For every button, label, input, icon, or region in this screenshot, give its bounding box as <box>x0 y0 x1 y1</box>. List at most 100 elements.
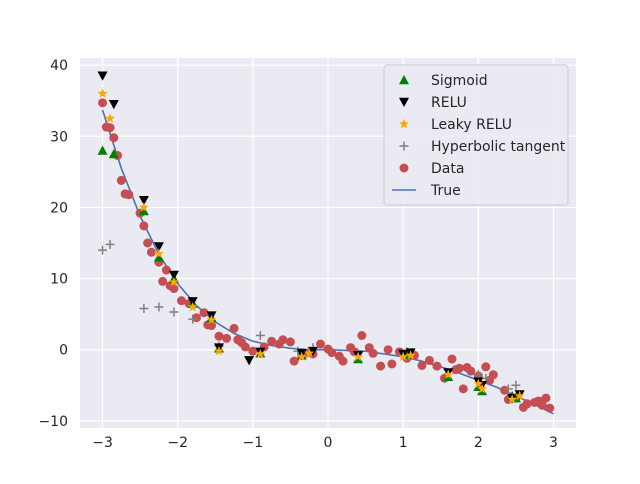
data-point <box>207 321 217 331</box>
data-point <box>500 385 510 395</box>
legend-label-relu: RELU <box>431 95 467 111</box>
data-point <box>315 339 325 349</box>
legend-label-true: True <box>430 183 461 199</box>
data-point <box>368 348 378 358</box>
leaky-relu-point <box>507 394 518 404</box>
leaky-relu-point <box>97 88 108 98</box>
legend: Sigmoid RELU Leaky RELU Hyperbolic tangent D… <box>383 64 569 206</box>
data-point <box>105 123 115 133</box>
relu-point <box>168 270 179 281</box>
leaky-relu-point <box>105 113 116 123</box>
data-point <box>417 360 427 370</box>
hyperbolic-tangent-point <box>255 331 265 340</box>
data-point <box>455 363 465 373</box>
data-point <box>240 342 250 352</box>
x-tick-label: 3 <box>549 435 558 451</box>
legend-box <box>383 64 569 206</box>
data-point <box>488 370 498 380</box>
data-point <box>522 399 532 409</box>
data-point <box>146 247 156 257</box>
legend-label-sigmoid: Sigmoid <box>431 73 488 89</box>
data-point <box>376 361 386 371</box>
hyperbolic-tangent-point <box>503 384 513 394</box>
data-point <box>222 333 232 343</box>
data-point <box>248 346 258 356</box>
data-point <box>98 98 108 108</box>
relu-point <box>138 196 149 206</box>
hyperbolic-tangent-point <box>169 307 179 317</box>
leaky-relu-point <box>296 351 307 362</box>
leaky-relu-point <box>473 378 484 389</box>
data-point <box>176 296 186 306</box>
grid-lines <box>80 58 576 428</box>
leaky-relu-point <box>168 276 179 287</box>
leaky-relu-point <box>443 369 454 379</box>
data-point <box>214 331 224 341</box>
data-point <box>139 221 149 231</box>
data-point <box>285 337 295 347</box>
sigmoid-point <box>153 252 164 262</box>
leaky-relu-point <box>405 350 416 360</box>
data-point <box>481 362 491 372</box>
relu-point <box>244 356 255 366</box>
data-point <box>124 190 134 200</box>
relu-point <box>153 242 164 252</box>
data-point <box>229 323 239 333</box>
data-point <box>161 265 171 275</box>
legend-swatch-leaky-relu <box>399 118 409 129</box>
hyperbolic-tangent-point <box>98 245 108 255</box>
y-tick-label: 0 <box>59 343 68 359</box>
relu-point <box>307 346 318 357</box>
legend-swatch-sigmoid <box>399 75 409 85</box>
data-point <box>143 238 153 248</box>
data-point <box>432 361 442 371</box>
y-tick-label: −10 <box>38 414 68 430</box>
hyperbolic-tangent-point <box>154 302 164 312</box>
marker-layer <box>97 71 555 413</box>
data-point <box>199 308 209 318</box>
x-tick-label: −3 <box>92 435 113 451</box>
data-point <box>338 356 348 366</box>
data-point <box>116 175 126 185</box>
data-point <box>383 345 393 355</box>
hyperbolic-tangent-point <box>105 239 115 249</box>
leaky-relu-point <box>353 351 364 362</box>
y-tick-label: 10 <box>50 272 68 288</box>
y-tick-label: 20 <box>50 200 68 216</box>
data-point <box>267 336 277 346</box>
relu-point <box>97 71 108 81</box>
sigmoid-point <box>108 149 119 159</box>
data-point <box>447 354 457 364</box>
hyperbolic-tangent-point <box>188 314 198 324</box>
data-point <box>327 348 337 358</box>
leaky-relu-point <box>477 383 488 394</box>
x-tick-label: −1 <box>243 435 264 451</box>
sigmoid-point <box>97 145 108 155</box>
legend-swatch-relu <box>399 97 409 107</box>
leaky-relu-point <box>214 345 224 356</box>
leaky-relu-point <box>138 202 149 212</box>
data-point <box>458 384 468 394</box>
leaky-relu-point <box>153 248 164 258</box>
leaky-relu-point <box>304 348 315 358</box>
data-point <box>158 276 168 286</box>
legend-label-data: Data <box>431 161 464 177</box>
data-point <box>278 335 288 345</box>
y-tick-label: 30 <box>50 129 68 145</box>
data-point <box>191 313 201 323</box>
legend-label-hyperbolic-tangent: Hyperbolic tangent <box>431 139 566 155</box>
sigmoid-point <box>138 205 149 216</box>
x-tick-label: 0 <box>324 435 333 451</box>
leaky-relu-point <box>187 301 198 312</box>
legend-swatch-data <box>399 163 409 173</box>
data-point <box>109 133 119 143</box>
hyperbolic-tangent-point <box>511 380 521 390</box>
legend-label-leaky-relu: Leaky RELU <box>431 117 512 133</box>
relu-point <box>108 100 119 110</box>
data-point <box>545 403 555 413</box>
data-point <box>541 393 551 403</box>
hyperbolic-tangent-point <box>139 303 149 313</box>
